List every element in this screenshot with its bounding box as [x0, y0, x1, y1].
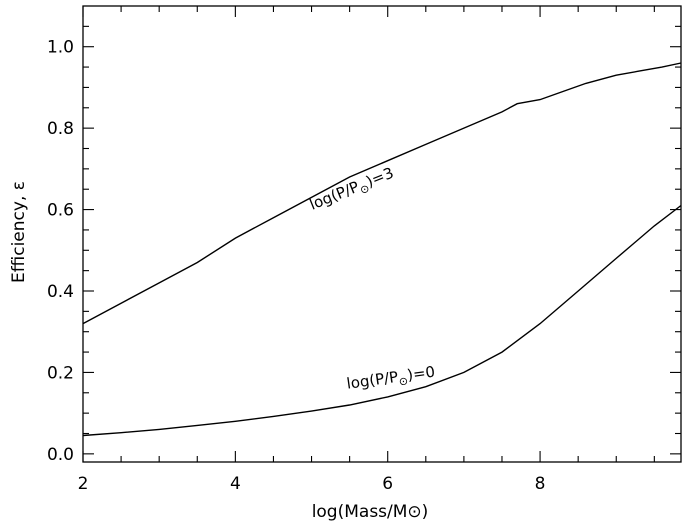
series-line-1: [83, 206, 681, 436]
series-line-0: [83, 63, 681, 324]
x-tick-label: 2: [78, 474, 89, 494]
y-tick-label: 1.0: [47, 38, 74, 58]
y-tick-label: 0.2: [47, 363, 74, 383]
annotations-group: log(P/P⊙)=3 log(P/P⊙)=0: [307, 164, 437, 396]
curve-annotation-1: log(P/P⊙)=0: [345, 363, 436, 396]
x-tick-label: 8: [535, 474, 546, 494]
y-axis-label: Efficiency, ε: [9, 181, 29, 283]
curve-annotation-0: log(P/P⊙)=3: [307, 164, 397, 217]
x-tick-label: 6: [382, 474, 393, 494]
x-axis-label: log(Mass/M⊙): [312, 502, 429, 522]
y-tick-label: 0.6: [47, 201, 74, 221]
plot-frame: [83, 6, 681, 462]
y-tick-label: 0.0: [47, 445, 74, 465]
ticks-group: [83, 6, 681, 462]
y-tick-label: 0.8: [47, 119, 74, 139]
tick-labels-group: 2 4 6 8 0.0 0.2 0.4 0.6 0.8 1.0: [47, 38, 546, 494]
x-tick-label: 4: [230, 474, 241, 494]
y-tick-label: 0.4: [47, 282, 74, 302]
